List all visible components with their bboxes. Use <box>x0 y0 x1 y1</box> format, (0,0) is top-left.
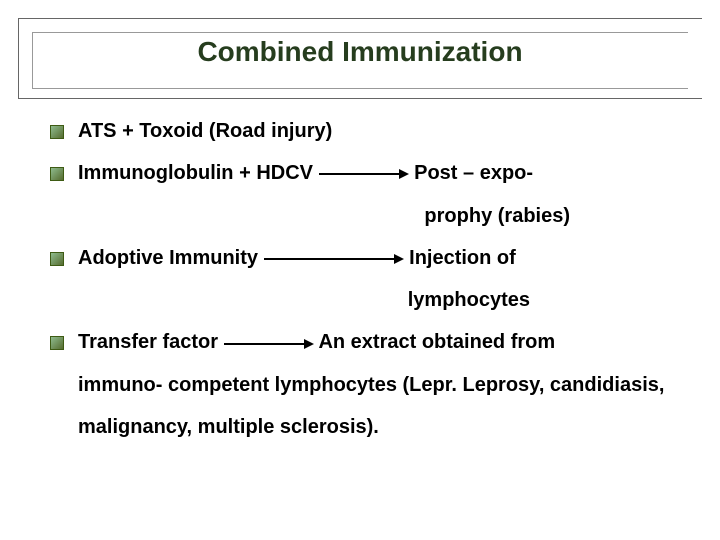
bullet-item: Transfer factor An extract obtained from <box>50 321 680 364</box>
bullet-line: Immunoglobulin + HDCV Post – expo- <box>78 152 533 195</box>
bullet-left: Transfer factor <box>78 331 218 353</box>
bullet-right: An extract obtained from <box>318 331 555 353</box>
arrow-icon <box>224 322 314 364</box>
bullet-line: Adoptive Immunity Injection of <box>78 237 516 280</box>
arrow-icon <box>319 153 409 195</box>
bullet-left: Immunoglobulin + HDCV <box>78 162 313 184</box>
bullet-item: Adoptive Immunity Injection of <box>50 237 680 280</box>
bullet-icon <box>50 252 64 266</box>
rule-outer <box>18 98 702 99</box>
bullet-icon <box>50 167 64 181</box>
continuation-text: immuno- competent lymphocytes (Lepr. Lep… <box>50 364 680 448</box>
continuation-text: prophy (rabies) <box>50 195 680 237</box>
bullet-item: ATS + Toxoid (Road injury) <box>50 110 680 152</box>
slide-title: Combined Immunization <box>0 36 720 68</box>
bullet-icon <box>50 336 64 350</box>
rule-inner <box>32 88 688 89</box>
bullet-right: Post – expo- <box>414 162 533 184</box>
bullet-text: ATS + Toxoid (Road injury) <box>78 110 332 152</box>
arrow-icon <box>264 237 404 279</box>
slide-content: ATS + Toxoid (Road injury) Immunoglobuli… <box>50 110 680 448</box>
bullet-left: Adoptive Immunity <box>78 247 258 269</box>
bullet-icon <box>50 125 64 139</box>
bullet-right: Injection of <box>409 247 516 269</box>
continuation-text: lymphocytes <box>50 279 680 321</box>
bullet-line: Transfer factor An extract obtained from <box>78 321 555 364</box>
bullet-item: Immunoglobulin + HDCV Post – expo- <box>50 152 680 195</box>
